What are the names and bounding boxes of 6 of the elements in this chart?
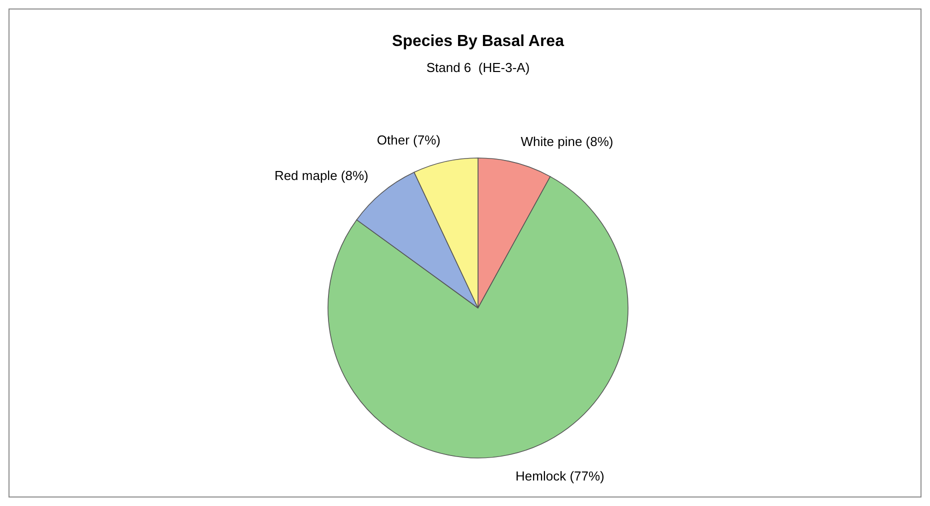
slice-label: Hemlock (77%) [516,468,604,484]
slice-label: Other (7%) [376,132,440,148]
slice-label: White pine (8%) [520,134,614,149]
slice-label: Red maple (8%) [274,168,368,184]
chart-subtitle: Stand 6 (HE-3-A) [426,60,530,75]
chart-title: Species By Basal Area [392,33,564,50]
